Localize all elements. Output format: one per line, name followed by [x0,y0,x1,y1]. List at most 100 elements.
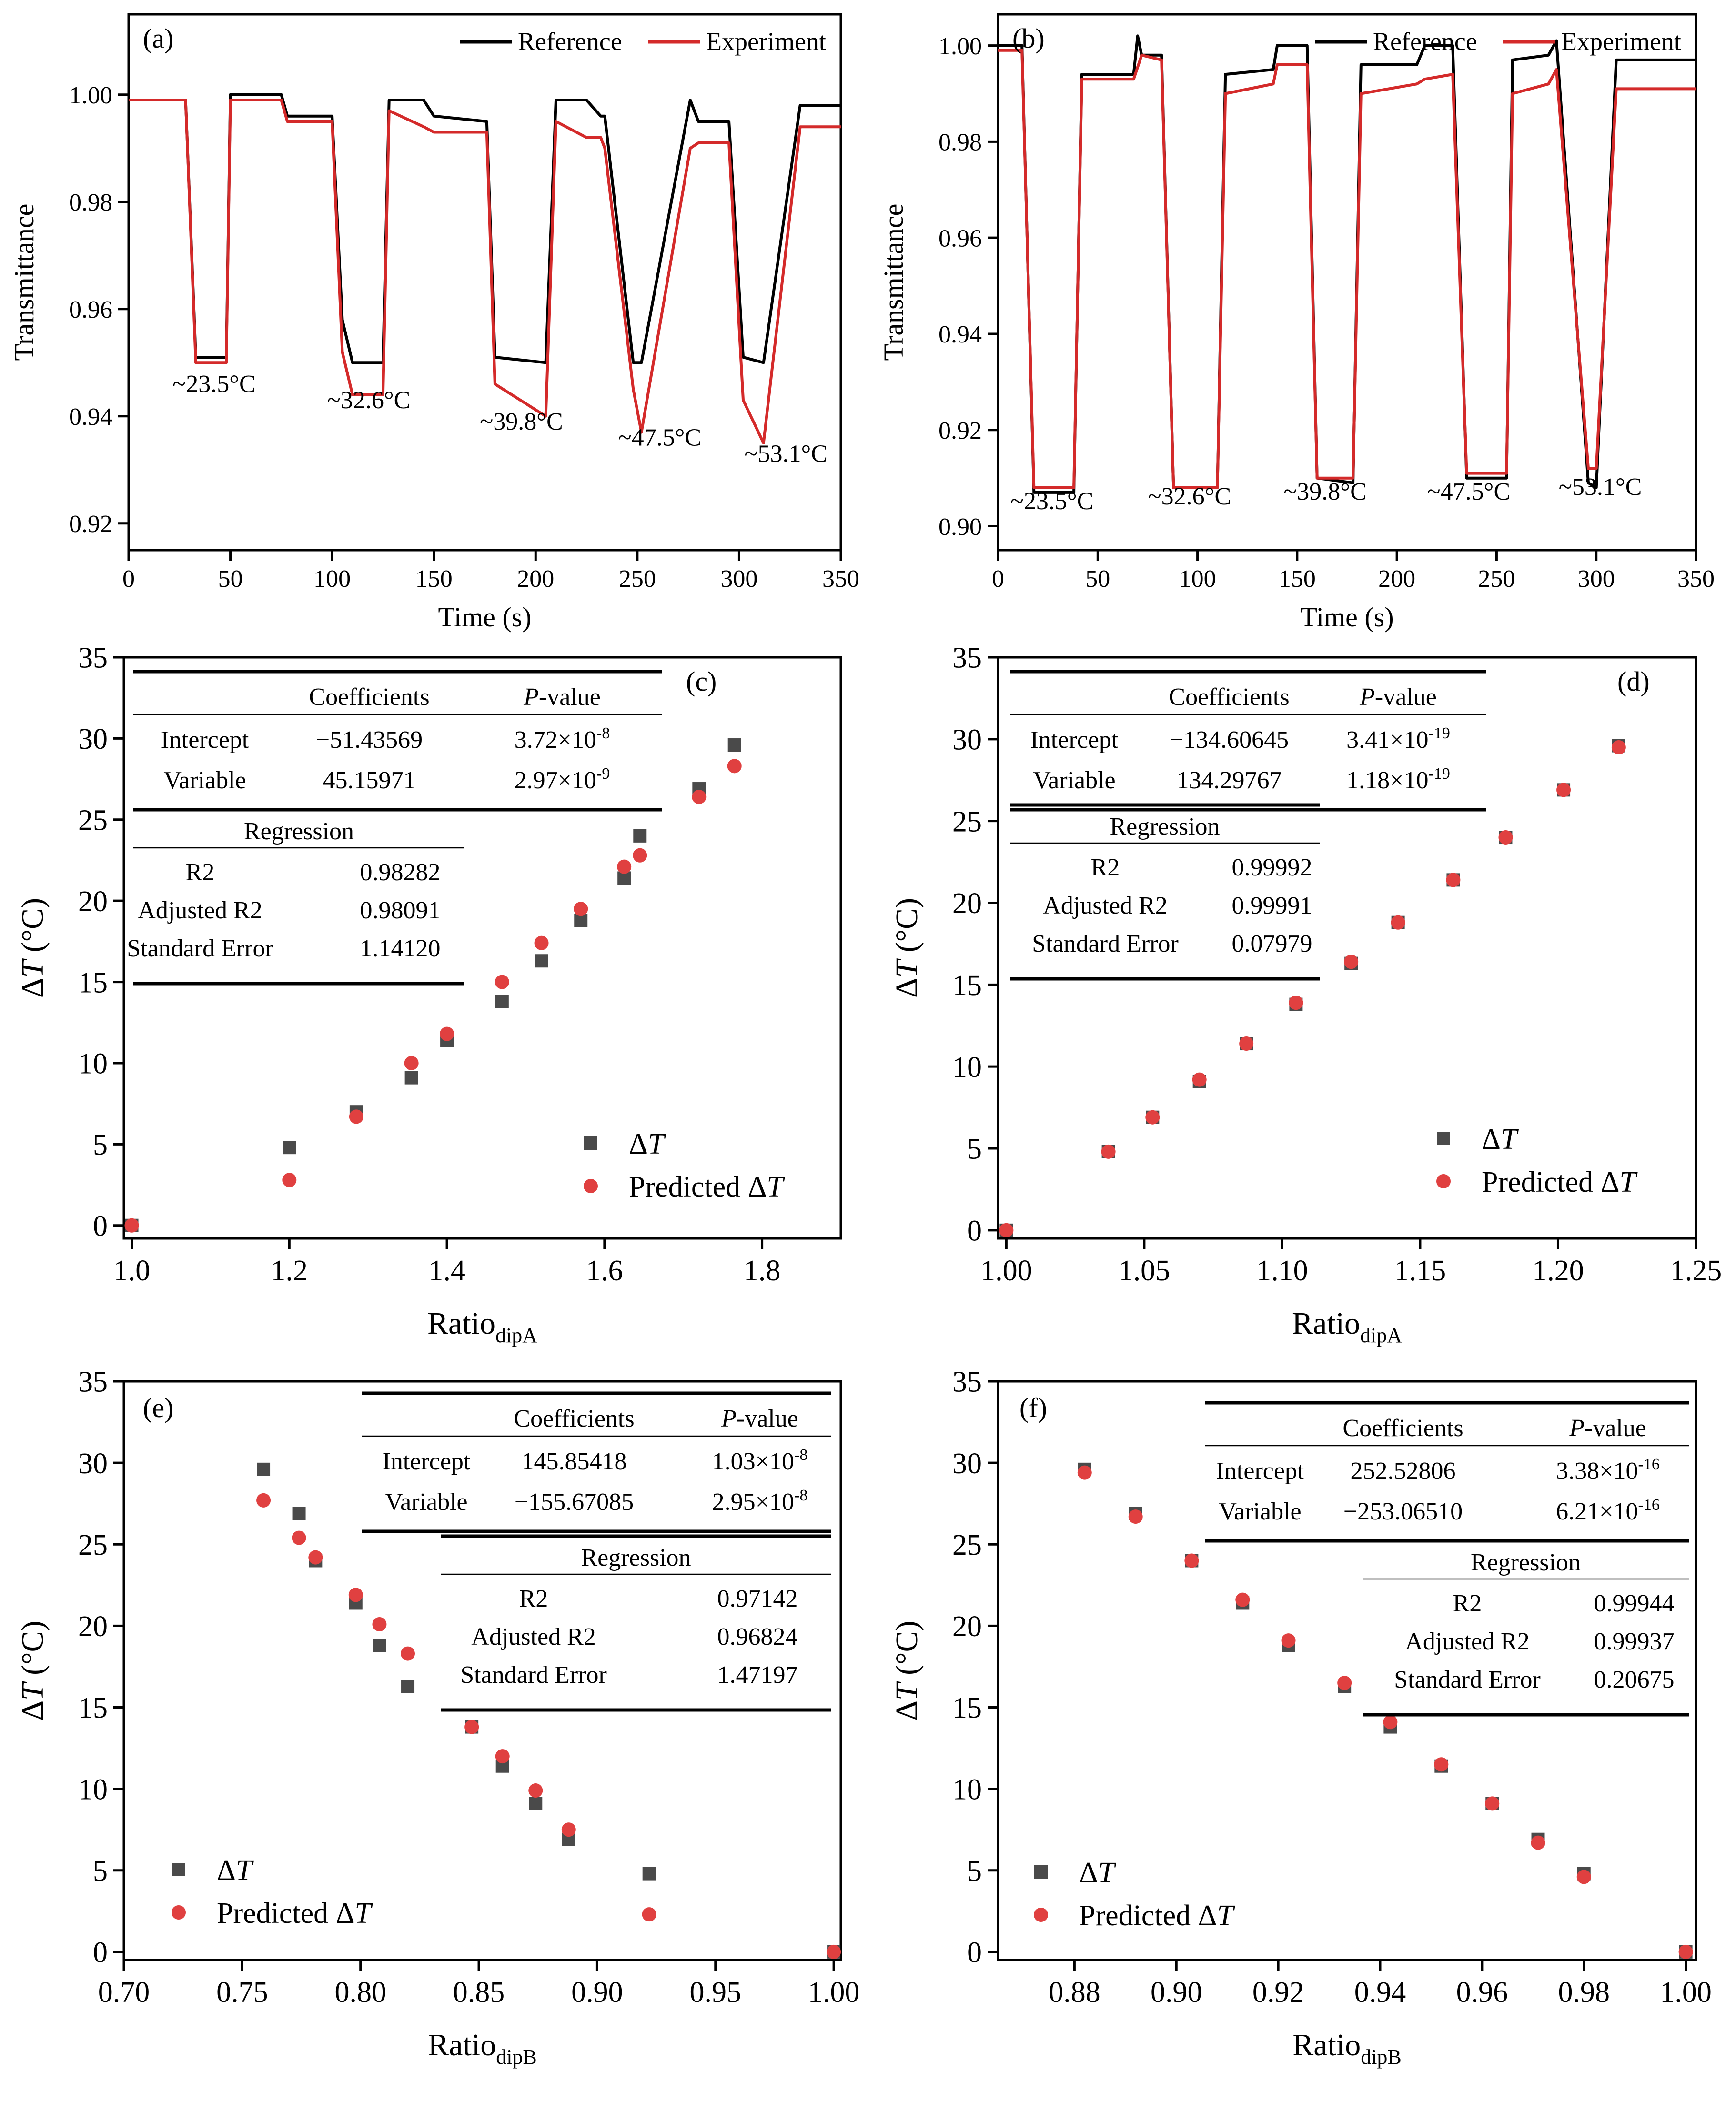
x-tick-label: 1.00 [980,1255,1032,1287]
predicted-delta-t-marker [348,1588,363,1602]
x-axis-label: Time (s) [438,602,531,633]
y-tick-label: 5 [967,1855,982,1887]
y-tick-label: 15 [952,1692,982,1724]
table-cell: 45.15971 [323,767,416,794]
predicted-delta-t-marker [404,1056,419,1070]
table-header: P-value [1569,1415,1646,1442]
predicted-delta-t-marker [1383,1715,1398,1730]
regression-row-label: Standard Error [1394,1666,1541,1693]
y-tick-label: 10 [78,1048,108,1080]
predicted-delta-t-marker [1337,1676,1352,1690]
legend-label: Predicted ΔT [1482,1166,1638,1198]
table-row-label: Variable [1219,1498,1301,1525]
x-tick-label: 0.75 [216,1976,268,2009]
y-tick-label: 30 [78,723,108,755]
x-tick-label: 350 [1677,565,1715,593]
y-tick-label: 0 [93,1210,108,1242]
x-tick-label: 300 [720,565,757,593]
predicted-delta-t-marker [528,1783,543,1798]
y-tick-label: 0.96 [69,296,112,323]
delta-t-marker [642,1867,656,1881]
table-header: Coefficients [514,1405,634,1432]
regression-cell: 0.96824 [717,1623,798,1650]
regression-cell: 0.99991 [1232,892,1312,919]
regression-row-label: Adjusted R2 [471,1623,595,1650]
y-tick-label: 10 [78,1773,108,1806]
table-row-label: Intercept [383,1448,471,1475]
x-tick-label: 50 [218,565,243,593]
predicted-delta-t-marker [124,1218,139,1233]
legend-circle-icon [172,1905,186,1920]
predicted-delta-t-marker [1289,996,1303,1010]
regression-row-label: R2 [1453,1590,1482,1617]
predicted-delta-t-marker [642,1907,656,1922]
y-tick-label: 0 [967,1215,982,1247]
plot-frame [997,1380,1697,1961]
table-header: Coefficients [1342,1415,1463,1442]
predicted-delta-t-marker [1611,740,1626,755]
legend-label: ΔT [1482,1123,1519,1156]
table-row-label: Variable [1033,767,1115,794]
y-tick-label: 0.94 [939,321,982,348]
y-tick-label: 5 [93,1855,108,1887]
regression-row-label: Standard Error [460,1661,607,1689]
table-cell: 145.85418 [522,1448,627,1475]
regression-row-label: R2 [1091,854,1120,881]
y-tick-label: 35 [952,1366,982,1398]
predicted-delta-t-marker [574,902,588,916]
table-row-label: Variable [385,1488,467,1516]
y-tick-label: 0.90 [939,513,982,541]
y-axis-label: ΔT (°C) [15,898,50,998]
predicted-delta-t-marker [1281,1633,1296,1648]
x-tick-label: 150 [1279,565,1316,593]
y-tick-label: 25 [952,1529,982,1561]
regression-row-label: Standard Error [1032,930,1179,957]
table-cell: 3.41×10-19 [1346,724,1450,754]
series-line-reference [998,34,1696,494]
table-row-label: Intercept [161,726,249,754]
panel-e: 0.70 0.75 0.80 0.85 0.90 0.95 1.00 0 5 10 15 20 25 30… [15,1366,859,2069]
x-tick-label: 1.25 [1670,1255,1722,1287]
predicted-delta-t-marker [1344,955,1359,969]
regression-title: Regression [244,818,354,845]
predicted-delta-t-marker [1192,1072,1207,1087]
predicted-delta-t-marker [1235,1592,1250,1607]
x-tick-label: 200 [517,565,554,593]
table-header: P-value [721,1405,798,1432]
x-tick-label: 350 [822,565,859,593]
panel-d: 1.00 1.05 1.10 1.15 1.20 1.25 0 5 10 15 20 25 30 35 (d… [889,642,1722,1347]
table-header: Coefficients [1169,684,1289,711]
x-tick-label: 1.05 [1119,1255,1171,1287]
table-cell: 1.18×10-19 [1346,765,1450,794]
table-row-label: Intercept [1216,1458,1304,1485]
legend-label: Reference [518,27,622,56]
delta-t-marker [292,1507,306,1520]
regression-cell: 0.98091 [360,897,441,924]
legend-label: Predicted ΔT [629,1171,786,1203]
y-tick-label: 5 [93,1129,108,1161]
regression-cell: 0.99937 [1594,1628,1675,1655]
y-tick-label: 35 [952,642,982,674]
plot-frame [997,656,1697,1240]
regression-row-label: Standard Error [127,935,273,962]
delta-t-marker [727,738,741,752]
legend-label: Predicted ΔT [1079,1900,1236,1932]
y-tick-label: 1.00 [939,33,982,60]
predicted-delta-t-marker [692,790,707,805]
delta-t-marker [257,1462,271,1476]
panel-label: (b) [1012,23,1045,54]
x-tick-label: 0.90 [571,1976,623,2009]
predicted-delta-t-marker [1434,1757,1449,1772]
y-tick-label: 0.98 [939,129,982,156]
delta-t-marker [535,954,548,968]
y-tick-label: 25 [78,1529,108,1561]
table-header: Coefficients [309,684,429,711]
regression-row-label: Adjusted R2 [1405,1628,1529,1655]
temperature-annotation: ~53.1°C [1559,473,1642,501]
legend-circle-icon [1436,1174,1451,1188]
delta-t-marker [495,995,509,1008]
regression-cell: 0.98282 [360,859,441,886]
table-cell: 2.95×10-8 [712,1487,808,1516]
delta-t-marker [529,1797,543,1810]
